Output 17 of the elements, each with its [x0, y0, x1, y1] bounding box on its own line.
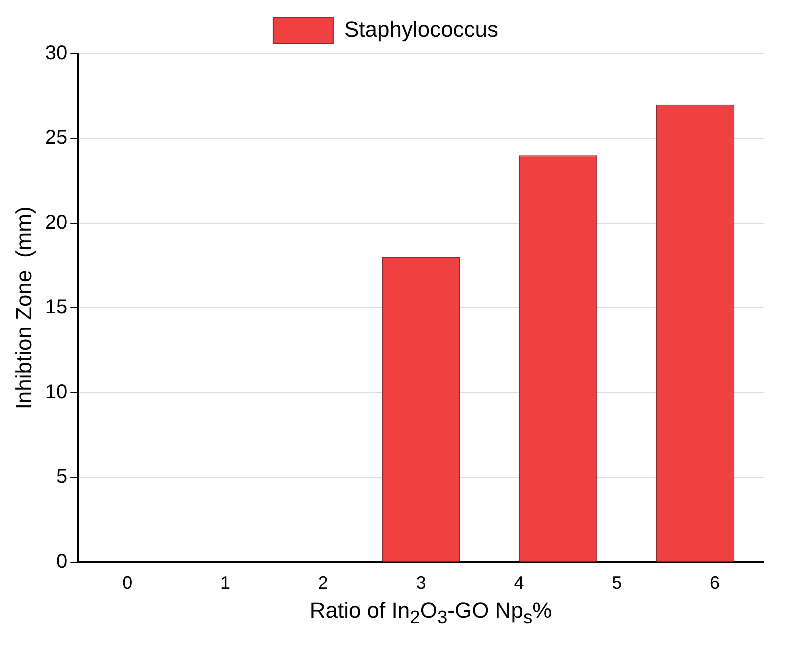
- y-tick-label: 25: [45, 127, 68, 150]
- x-tick-label: 6: [710, 573, 720, 594]
- legend-label: Staphylococcus: [344, 17, 499, 42]
- x-tick-label: 2: [318, 573, 328, 594]
- x-tick-label: 1: [220, 573, 231, 594]
- x-tick-label: 3: [416, 573, 426, 594]
- y-tick-label: 30: [45, 42, 68, 65]
- y-tick-label: 20: [45, 212, 68, 234]
- y-tick-label: 0: [56, 550, 68, 573]
- x-tick-label: 5: [612, 573, 622, 594]
- y-axis-title: Inhibtion Zone (mm): [11, 206, 36, 410]
- x-tick-label: 4: [514, 573, 524, 594]
- x-tick-label: 0: [122, 573, 133, 594]
- y-tick-label: 5: [56, 466, 68, 488]
- y-tick-label: 10: [45, 381, 68, 404]
- y-tick-label: 15: [45, 296, 68, 319]
- x-axis-title: Ratio of In$_{2}$O$_{3}$-GO Np$_{s}$%: [308, 598, 554, 628]
